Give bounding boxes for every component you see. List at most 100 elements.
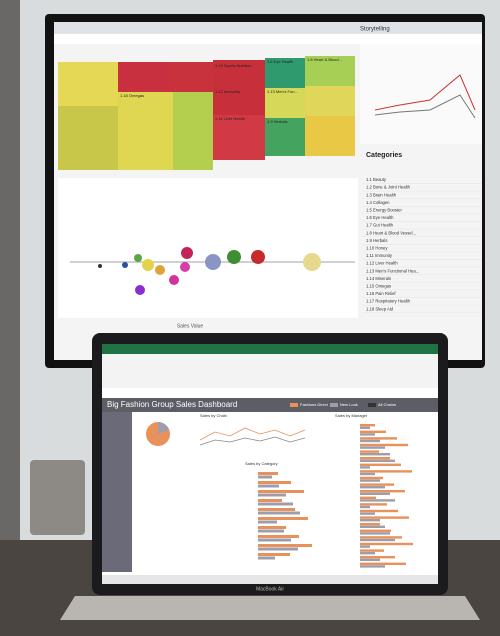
trend-line [374, 74, 476, 111]
bar-shape [360, 532, 390, 535]
keyboard-base [60, 596, 480, 620]
bar-shape [360, 439, 380, 443]
tile [168, 62, 213, 92]
bar-shape [360, 529, 391, 532]
bar-shape [360, 490, 405, 493]
bar-shape [360, 476, 383, 480]
legend-swatch [290, 403, 298, 407]
mug [30, 460, 85, 535]
bar-shape [258, 481, 291, 484]
category-name: 1.4 Collagen [366, 200, 390, 205]
bar-shape [258, 502, 293, 506]
bubble [227, 250, 241, 264]
bubble [180, 262, 190, 272]
tile-label: 1.18 Omegas [120, 93, 144, 98]
tile [58, 62, 118, 106]
bubble [303, 253, 321, 271]
bar-shape [258, 535, 299, 538]
bar-shape [258, 538, 291, 542]
tile [305, 86, 355, 116]
bar-shape [360, 565, 385, 568]
bubble [251, 250, 265, 264]
bar-shape [360, 519, 380, 522]
category-name: 1.11 Immunity [366, 253, 393, 258]
tile [213, 60, 265, 115]
category-name: 1.3 Brain Health [366, 192, 397, 197]
bar-shape [360, 446, 385, 449]
panel-title: Sales by Manager [335, 413, 368, 418]
bar-shape [360, 549, 384, 552]
tile [118, 62, 168, 92]
bar-shape [360, 509, 398, 513]
legend-swatch [330, 403, 338, 407]
bar-shape [360, 430, 386, 433]
tile-label: 1.8 Heart & Blood... [307, 57, 342, 62]
bar-shape [360, 463, 401, 466]
bar-shape [360, 523, 380, 526]
tile [265, 58, 310, 88]
bubble [205, 254, 221, 270]
category-name: 1.8 Heart & Blood Vessel... [366, 230, 416, 235]
scatter-panel [58, 178, 358, 318]
shelf [0, 0, 20, 636]
category-name: 1.2 Bone & Joint Health [366, 185, 411, 190]
tile [118, 92, 173, 170]
tile-label: 1.6 Eye Health [267, 59, 293, 64]
bar-shape [258, 475, 272, 479]
tile-label: 1.19 Sports Nutrition [215, 63, 251, 68]
bar-shape [360, 479, 380, 482]
treemap: 1.19 Sports Nutrition 1.6 Eye Health 1.8 H… [58, 56, 355, 170]
bar-shape [360, 556, 395, 559]
tile [173, 92, 213, 170]
bar-shape [360, 457, 390, 460]
bubbles [98, 247, 321, 295]
category-name: 1.5 Energy Booster [366, 208, 402, 213]
bar-groups [258, 424, 413, 568]
bar-shape [258, 520, 277, 524]
category-name: 1.12 Liver Health [366, 261, 398, 266]
address-bar [54, 34, 482, 44]
legend-entry: All Chains [378, 402, 396, 407]
bar-shape [360, 483, 394, 486]
category-name: 1.16 Pain Relief [366, 291, 396, 296]
panel-title: Sales by Chain [200, 413, 227, 418]
bar-shape [360, 538, 395, 542]
trend-line [374, 94, 476, 119]
category-name: 1.1 Beauty [366, 177, 387, 182]
bar-shape [360, 450, 379, 453]
bar-shape [258, 508, 295, 511]
browser-tabs [54, 22, 482, 34]
bar-shape [360, 496, 376, 499]
bubble [181, 247, 193, 259]
bar-shape [258, 511, 300, 515]
tile-label: 1.9 Herbals [267, 119, 287, 124]
tile-label: 1.11 Liver Health [215, 116, 245, 121]
dashboard-title: Big Fashion Group Sales Dashboard [107, 400, 237, 409]
bar-shape [258, 472, 278, 475]
dashboard-header [102, 398, 438, 412]
bar-shape [360, 552, 375, 555]
excel-titlebar [102, 344, 438, 354]
excel-ribbon [102, 354, 438, 388]
bar-shape [360, 516, 409, 519]
bar-shape [258, 493, 286, 497]
pie-slice [158, 422, 169, 434]
bar-shape [360, 562, 406, 565]
bar-shape [360, 472, 375, 476]
bar-shape [360, 558, 380, 561]
chain-line [199, 427, 306, 441]
tile-label: 1.12 Immunity [215, 89, 240, 94]
sheet-tabs [102, 575, 438, 584]
category-name: 1.7 Gut Health [366, 223, 394, 228]
bar-shape [360, 470, 412, 473]
category-name: 1.13 Men's Functional Hea... [366, 268, 419, 273]
bar-shape [258, 526, 286, 529]
bar-shape [360, 512, 375, 515]
bar-shape [258, 499, 282, 502]
bubble [142, 259, 154, 271]
category-name: 1.18 Sleep Aid [366, 306, 394, 311]
bubble [122, 262, 128, 268]
tile [305, 56, 355, 86]
bubble [169, 275, 179, 285]
